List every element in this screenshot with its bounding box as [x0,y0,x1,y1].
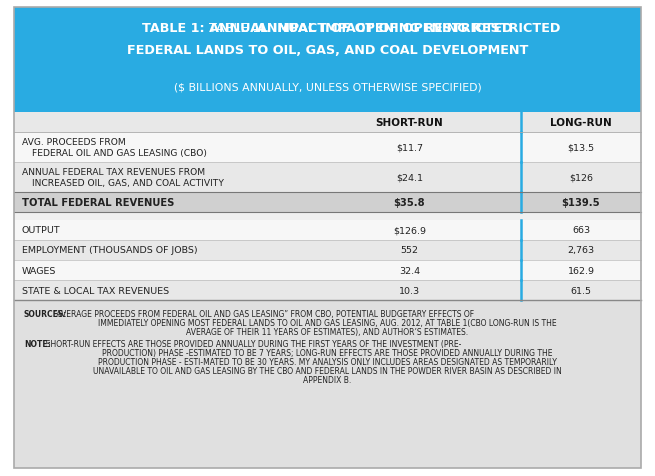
Bar [14,163,641,193]
Text: OUTPUT: OUTPUT [22,226,61,235]
Text: FEDERAL OIL AND GAS LEASING (CBO): FEDERAL OIL AND GAS LEASING (CBO) [32,149,207,158]
Bar [14,300,641,468]
Text: $13.5: $13.5 [567,143,595,152]
Text: $24.1: $24.1 [396,173,423,182]
Text: SHORT-RUN: SHORT-RUN [375,118,443,128]
Bar [14,280,641,300]
Text: APPENDIX B.: APPENDIX B. [303,375,352,384]
Text: SHORT-RUN EFFECTS ARE THOSE PROVIDED ANNUALLY DURING THE FIRST YEARS OF THE INVE: SHORT-RUN EFFECTS ARE THOSE PROVIDED ANN… [41,339,461,348]
Text: ($ BILLIONS ANNUALLY, UNLESS OTHERWISE SPECIFIED): ($ BILLIONS ANNUALLY, UNLESS OTHERWISE S… [174,83,481,93]
Text: STATE & LOCAL TAX REVENUES: STATE & LOCAL TAX REVENUES [22,286,169,295]
Text: $126: $126 [569,173,593,182]
Text: LONG-RUN: LONG-RUN [550,118,612,128]
Text: 10.3: 10.3 [399,286,420,295]
Text: AVG. PROCEEDS FROM: AVG. PROCEEDS FROM [22,138,126,147]
Bar [14,240,641,260]
Bar [14,8,641,113]
Text: 61.5: 61.5 [571,286,591,295]
Bar [14,113,641,133]
Text: PRODUCTION PHASE - ESTI-MATED TO BE 30 YEARS. MY ANALYSIS ONLY INCLUDES AREAS DE: PRODUCTION PHASE - ESTI-MATED TO BE 30 Y… [98,357,557,366]
Text: IMMEDIATELY OPENING MOST FEDERAL LANDS TO OIL AND GAS LEASING, AUG. 2012, AT TAB: IMMEDIATELY OPENING MOST FEDERAL LANDS T… [98,318,557,327]
Text: $11.7: $11.7 [396,143,423,152]
Text: 32.4: 32.4 [399,266,420,275]
Text: NOTE:: NOTE: [24,339,50,348]
Text: $35.8: $35.8 [394,198,425,208]
Text: TABLE 1: ANNUAL IMPACT OF OPENING RESTRICTED: TABLE 1: ANNUAL IMPACT OF OPENING RESTRI… [164,21,491,34]
Text: 552: 552 [400,246,419,255]
Text: TABLE 1:: TABLE 1: [209,21,269,34]
Text: $126.9: $126.9 [393,226,426,235]
Text: “AVERAGE PROCEEDS FROM FEDERAL OIL AND GAS LEASING” FROM CBO, POTENTIAL BUDGETAR: “AVERAGE PROCEEDS FROM FEDERAL OIL AND G… [51,309,474,318]
Text: INCREASED OIL, GAS, AND COAL ACTIVITY: INCREASED OIL, GAS, AND COAL ACTIVITY [32,178,224,188]
Text: ANNUAL FEDERAL TAX REVENUES FROM: ANNUAL FEDERAL TAX REVENUES FROM [22,168,205,177]
Bar [14,213,641,220]
Text: FEDERAL LANDS TO OIL, GAS, AND COAL DEVELOPMENT: FEDERAL LANDS TO OIL, GAS, AND COAL DEVE… [127,43,528,56]
Bar [14,193,641,213]
Text: 2,763: 2,763 [567,246,595,255]
Bar [14,220,641,240]
Text: 162.9: 162.9 [567,266,595,275]
Text: $139.5: $139.5 [562,198,601,208]
Bar [14,260,641,280]
Text: TOTAL FEDERAL REVENUES: TOTAL FEDERAL REVENUES [22,198,174,208]
Bar [14,133,641,163]
Text: PRODUCTION) PHASE -ESTIMATED TO BE 7 YEARS; LONG-RUN EFFECTS ARE THOSE PROVIDED : PRODUCTION) PHASE -ESTIMATED TO BE 7 YEA… [102,348,553,357]
Text: EMPLOYMENT (THOUSANDS OF JOBS): EMPLOYMENT (THOUSANDS OF JOBS) [22,246,198,255]
Text: SOURCES:: SOURCES: [24,309,67,318]
Text: 663: 663 [572,226,590,235]
Text: TABLE 1: ANNUAL IMPACT OF OPENING RESTRICTED: TABLE 1: ANNUAL IMPACT OF OPENING RESTRI… [142,21,513,34]
Text: ANNUAL IMPACT OF OPENING RESTRICTED: ANNUAL IMPACT OF OPENING RESTRICTED [257,21,561,34]
Bar [14,8,641,113]
Text: AVERAGE OF THEIR 11 YEARS OF ESTIMATES), AND AUTHOR’S ESTIMATES.: AVERAGE OF THEIR 11 YEARS OF ESTIMATES),… [187,327,468,336]
Text: UNAVAILABLE TO OIL AND GAS LEASING BY THE CBO AND FEDERAL LANDS IN THE POWDER RI: UNAVAILABLE TO OIL AND GAS LEASING BY TH… [93,366,562,375]
Text: WAGES: WAGES [22,266,56,275]
